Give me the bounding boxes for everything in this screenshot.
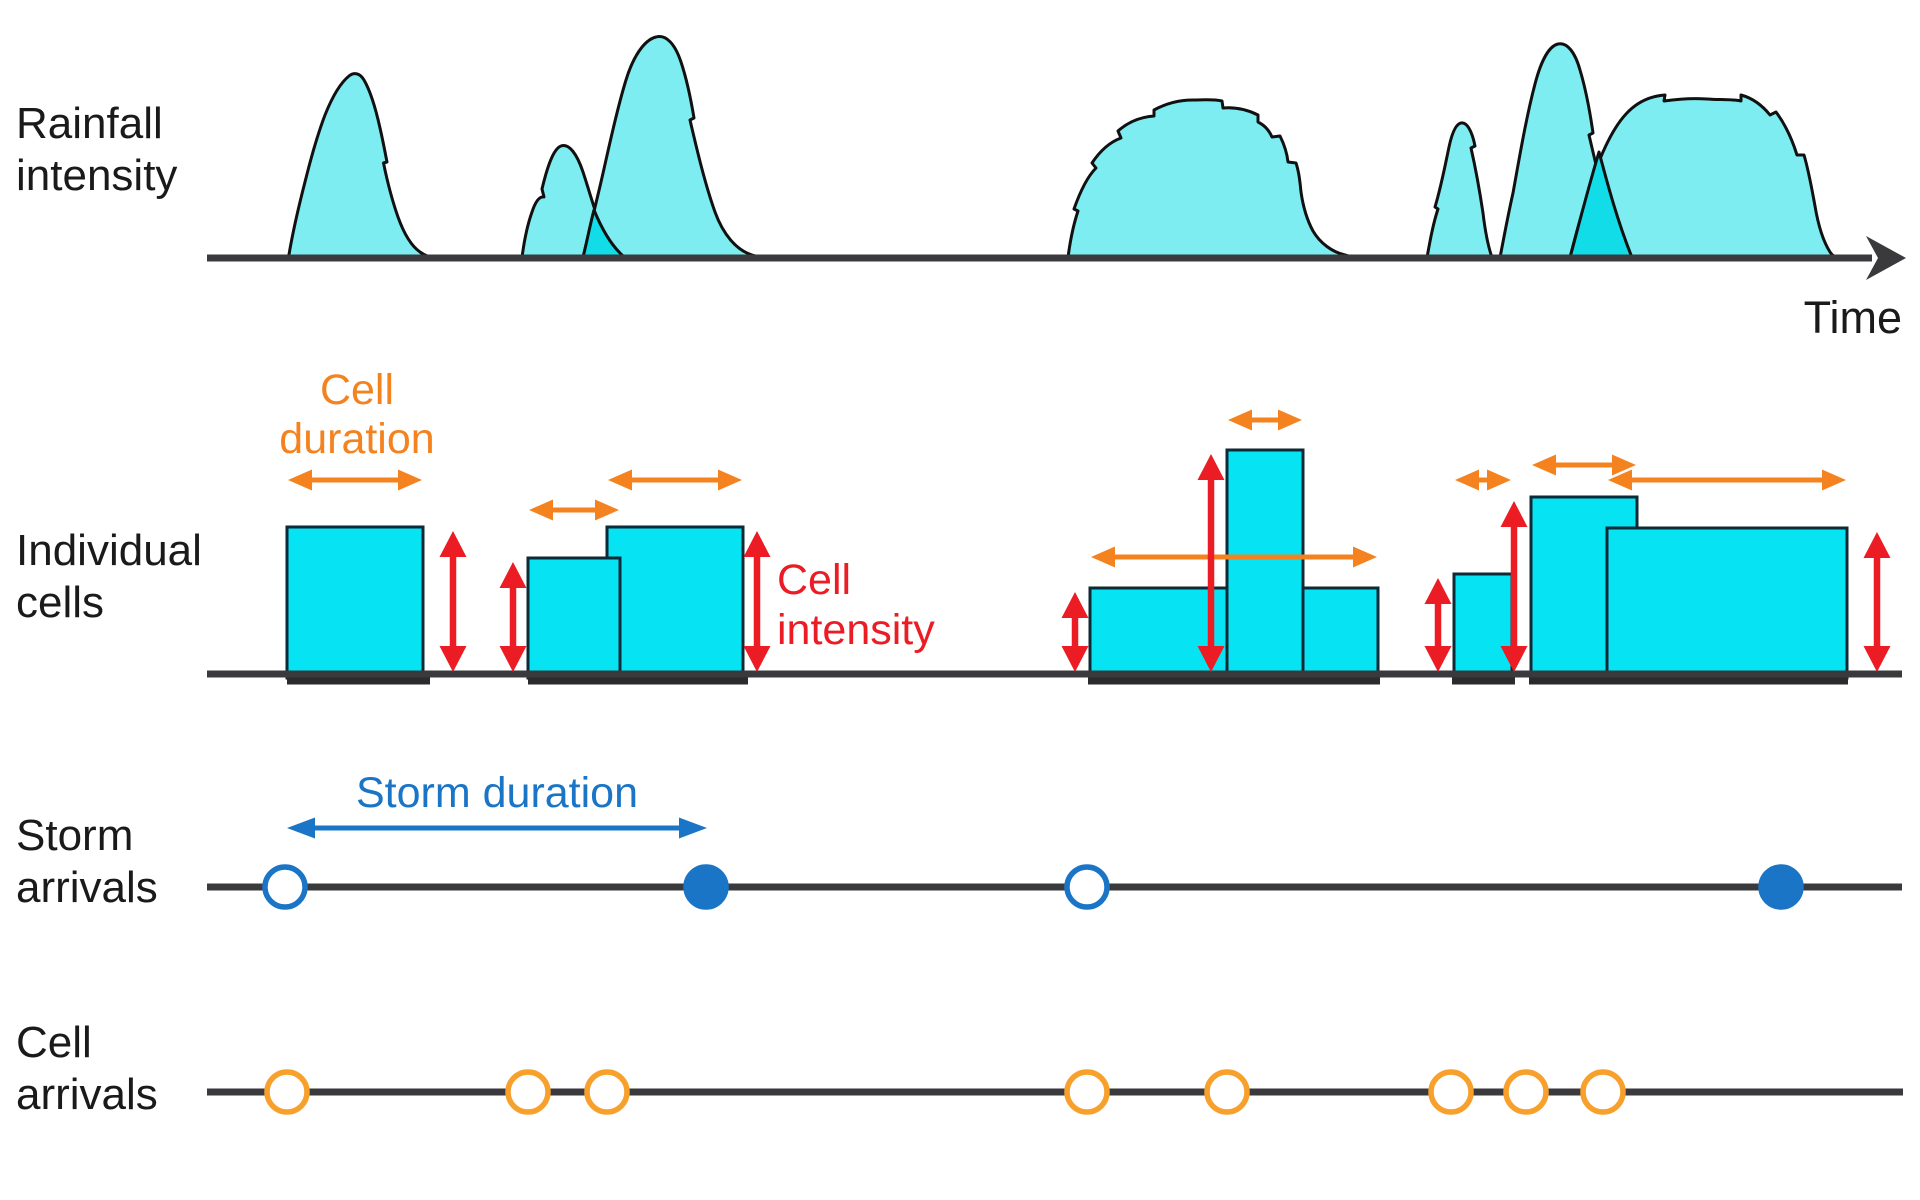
storm-arrivals-label-line1: Storm [16,811,133,860]
cell-duration-arrow-storm3-cell2-head-left-icon [1532,454,1556,476]
storm-duration-arrow-head-right-icon [679,817,707,839]
annotation-arrows-layer [287,409,1891,839]
cell-intensity-arrow-storm3-cell1-head-up-icon [1424,578,1452,604]
cell-duration-arrow-storm1-cell2-head-right-icon [595,499,619,521]
individual-cells-label-line1: Individual [16,526,202,575]
time-axis-arrowhead-icon [1866,236,1906,280]
cell-duration-arrow-storm2-cell1-head-left-icon [1091,546,1115,568]
rain-blob-storm3-overlap [1568,150,1634,259]
rain-cell-storm3-cell1 [1452,572,1514,680]
cell-intensity-arrow-storm3-cell3-head-down-icon [1863,646,1891,672]
storm-arrival-marker-4-filled [1758,864,1804,910]
rainfall-intensity-label-line2: intensity [16,151,177,200]
cell-arrival-marker-4 [1064,1069,1110,1115]
cell-duration-arrow-storm2-cell2-head-right-icon [1278,409,1302,431]
cell-intensity-label-line1: Cell [777,556,851,604]
rain-blob-storm1 [287,72,435,259]
cell-intensity-arrow-storm1-cell2-head-up-icon [499,562,527,588]
cell-intensity-arrow-storm1-cell3-head-up-icon [743,531,771,557]
cell-intensity-arrow-storm2-cell1-head-up-icon [1061,592,1089,618]
cell-arrival-marker-1 [264,1069,310,1115]
arrival-markers-layer [262,864,1804,1115]
rain-blob-storm1-tall-spire [581,34,774,259]
cell-intensity-arrow-storm1-cell3-head-down-icon [743,646,771,672]
storm-arrivals-label-line2: arrivals [16,863,158,912]
cell-intensity-arrow-storm3-cell3-head-up-icon [1863,532,1891,558]
cell-intensity-arrow-storm1-cell1-head-down-icon [439,646,467,672]
cell-duration-arrow-storm1-cell1-head-left-icon [288,469,312,491]
cell-arrival-marker-8 [1580,1069,1626,1115]
cell-duration-arrow-storm3-cell2-head-right-icon [1612,454,1636,476]
storm-duration-arrow-head-left-icon [287,817,315,839]
storm-arrival-marker-1-open [262,864,308,910]
individual-cells-label-line2: cells [16,578,104,627]
cell-arrivals-label-line2: arrivals [16,1070,158,1119]
cell-intensity-arrow-storm2-cell2-head-up-icon [1197,454,1225,480]
cell-arrival-marker-5 [1204,1069,1250,1115]
storm-arrival-marker-3-open [1064,864,1110,910]
cell-intensity-arrow-storm3-cell1-head-down-icon [1424,646,1452,672]
cell-duration-arrow-storm1-cell1-head-right-icon [398,469,422,491]
cell-intensity-arrow-storm3-cell2-head-down-icon [1500,646,1528,672]
rain-cell-storm1-cell1 [285,525,425,680]
rain-blob-storm2 [1066,98,1359,259]
rain-cell-storm1-cell3 [605,525,745,680]
cell-arrival-marker-6 [1428,1069,1474,1115]
cell-intensity-label-line2: intensity [777,606,935,654]
cell-duration-arrow-storm3-cell3-head-right-icon [1822,469,1846,491]
cell-arrival-marker-7 [1503,1069,1549,1115]
labels-layer: Rainfall intensity Time Individual cells… [16,99,1902,1119]
rainfall-intensity-label-line1: Rainfall [16,99,163,148]
cell-intensity-arrow-storm2-cell1-head-down-icon [1061,646,1089,672]
axes-layer [207,236,1906,1096]
time-axis-label: Time [1804,292,1902,343]
rain-cell-storm3-cell3 [1605,526,1849,680]
cell-arrival-marker-2 [505,1069,551,1115]
storm-arrival-marker-2-filled [683,864,729,910]
rainfall-profiles [287,34,1839,259]
cell-intensity-arrow-storm3-cell2-head-up-icon [1500,501,1528,527]
cell-duration-arrow-storm1-cell3-head-left-icon [608,469,632,491]
cell-intensity-arrow-storm1-cell1-head-up-icon [439,531,467,557]
rain-blob-storm3-mound [1568,93,1839,259]
cell-duration-arrow-storm3-cell1-head-right-icon [1487,469,1511,491]
cell-arrivals-label-line1: Cell [16,1018,92,1067]
cell-duration-arrow-storm3-cell3-head-left-icon [1608,469,1632,491]
cell-duration-label-line2: duration [279,415,434,463]
cell-intensity-arrow-storm2-cell2-head-down-icon [1197,646,1225,672]
cell-duration-arrow-storm2-cell2-head-left-icon [1228,409,1252,431]
cell-duration-arrow-storm3-cell1-head-left-icon [1455,469,1479,491]
rain-cell-storm2-cell2 [1225,448,1305,680]
cell-arrival-marker-3 [584,1069,630,1115]
cell-duration-arrow-storm2-cell1-head-right-icon [1353,546,1377,568]
storm-duration-label: Storm duration [356,769,638,817]
rain-cell-storm1-cell2 [526,556,622,680]
cell-duration-arrow-storm1-cell3-head-right-icon [718,469,742,491]
individual-cells-layer [285,448,1849,680]
cell-duration-label-line1: Cell [320,366,394,414]
cell-duration-arrow-storm1-cell2-head-left-icon [529,499,553,521]
rain-blob-storm3-small-spire [1425,121,1494,259]
cell-intensity-arrow-storm1-cell2-head-down-icon [499,646,527,672]
